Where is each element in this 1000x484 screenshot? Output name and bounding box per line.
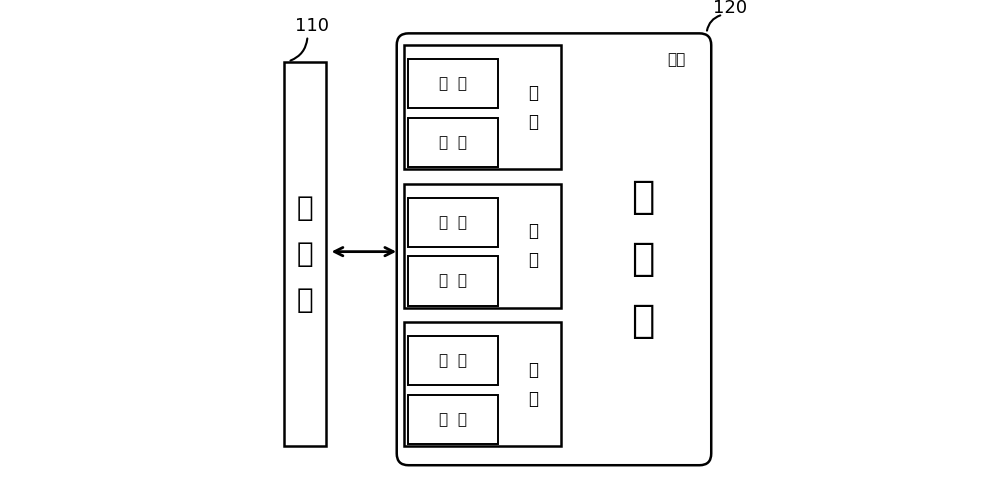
Text: 容  器: 容 器 bbox=[439, 353, 467, 368]
Text: 容  器: 容 器 bbox=[439, 135, 467, 150]
Text: 服
务
端: 服 务 端 bbox=[631, 178, 655, 340]
FancyBboxPatch shape bbox=[408, 59, 498, 108]
Text: 容  器: 容 器 bbox=[439, 76, 467, 91]
Text: 120: 120 bbox=[713, 0, 747, 16]
Text: 容  器: 容 器 bbox=[439, 273, 467, 288]
FancyBboxPatch shape bbox=[408, 118, 498, 167]
FancyBboxPatch shape bbox=[408, 257, 498, 305]
Text: 客
户
端: 客 户 端 bbox=[297, 195, 314, 314]
FancyBboxPatch shape bbox=[404, 45, 561, 169]
Text: 节
点: 节 点 bbox=[528, 222, 538, 270]
Text: 集群: 集群 bbox=[667, 52, 685, 67]
FancyBboxPatch shape bbox=[397, 33, 711, 465]
Text: 容  器: 容 器 bbox=[439, 412, 467, 427]
Text: 容  器: 容 器 bbox=[439, 215, 467, 230]
Text: 110: 110 bbox=[295, 17, 329, 35]
FancyBboxPatch shape bbox=[408, 336, 498, 385]
FancyBboxPatch shape bbox=[408, 395, 498, 444]
FancyBboxPatch shape bbox=[404, 322, 561, 446]
Text: 节
点: 节 点 bbox=[528, 361, 538, 408]
FancyBboxPatch shape bbox=[284, 61, 326, 446]
FancyBboxPatch shape bbox=[404, 183, 561, 308]
Text: 节
点: 节 点 bbox=[528, 84, 538, 131]
FancyBboxPatch shape bbox=[408, 197, 498, 247]
